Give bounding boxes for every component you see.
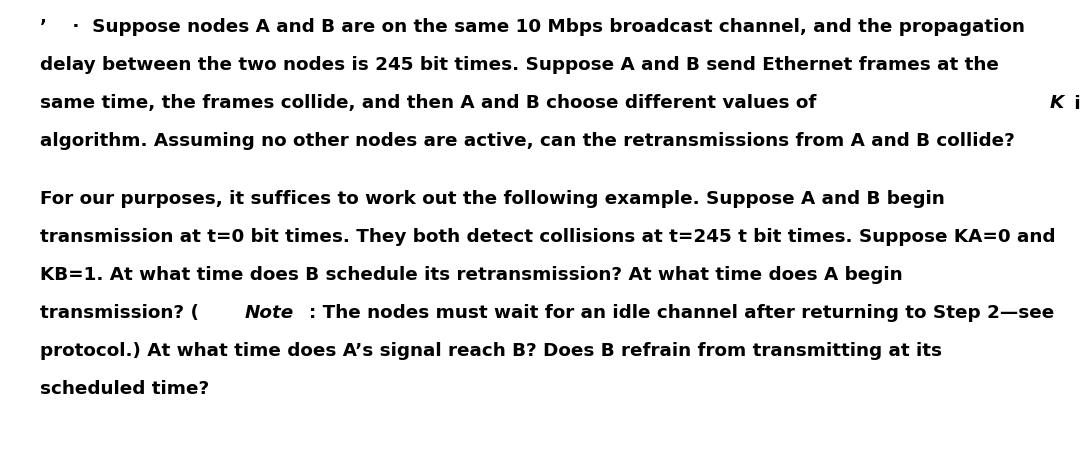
Text: protocol.) At what time does A’s signal reach B? Does B refrain from transmittin: protocol.) At what time does A’s signal … (40, 342, 942, 360)
Text: K: K (1050, 94, 1064, 112)
Text: same time, the frames collide, and then A and B choose different values of: same time, the frames collide, and then … (40, 94, 823, 112)
Text: : The nodes must wait for an idle channel after returning to Step 2—see: : The nodes must wait for an idle channe… (309, 304, 1054, 322)
Text: Note: Note (245, 304, 294, 322)
Text: KB=1. At what time does B schedule its retransmission? At what time does A begin: KB=1. At what time does B schedule its r… (40, 266, 903, 284)
Text: delay between the two nodes is 245 bit times. Suppose A and B send Ethernet fram: delay between the two nodes is 245 bit t… (40, 56, 999, 74)
Text: scheduled time?: scheduled time? (40, 380, 210, 398)
Text: algorithm. Assuming no other nodes are active, can the retransmissions from A an: algorithm. Assuming no other nodes are a… (40, 132, 1015, 150)
Text: transmission at t=0 bit times. They both detect collisions at t=245 t bit times.: transmission at t=0 bit times. They both… (40, 228, 1055, 246)
Text: ’    ·  Suppose nodes A and B are on the same 10 Mbps broadcast channel, and the: ’ · Suppose nodes A and B are on the sam… (40, 18, 1025, 36)
Text: For our purposes, it suffices to work out the following example. Suppose A and B: For our purposes, it suffices to work ou… (40, 190, 945, 208)
Text: in the CSMA/CD: in the CSMA/CD (1068, 94, 1080, 112)
Text: transmission? (: transmission? ( (40, 304, 199, 322)
